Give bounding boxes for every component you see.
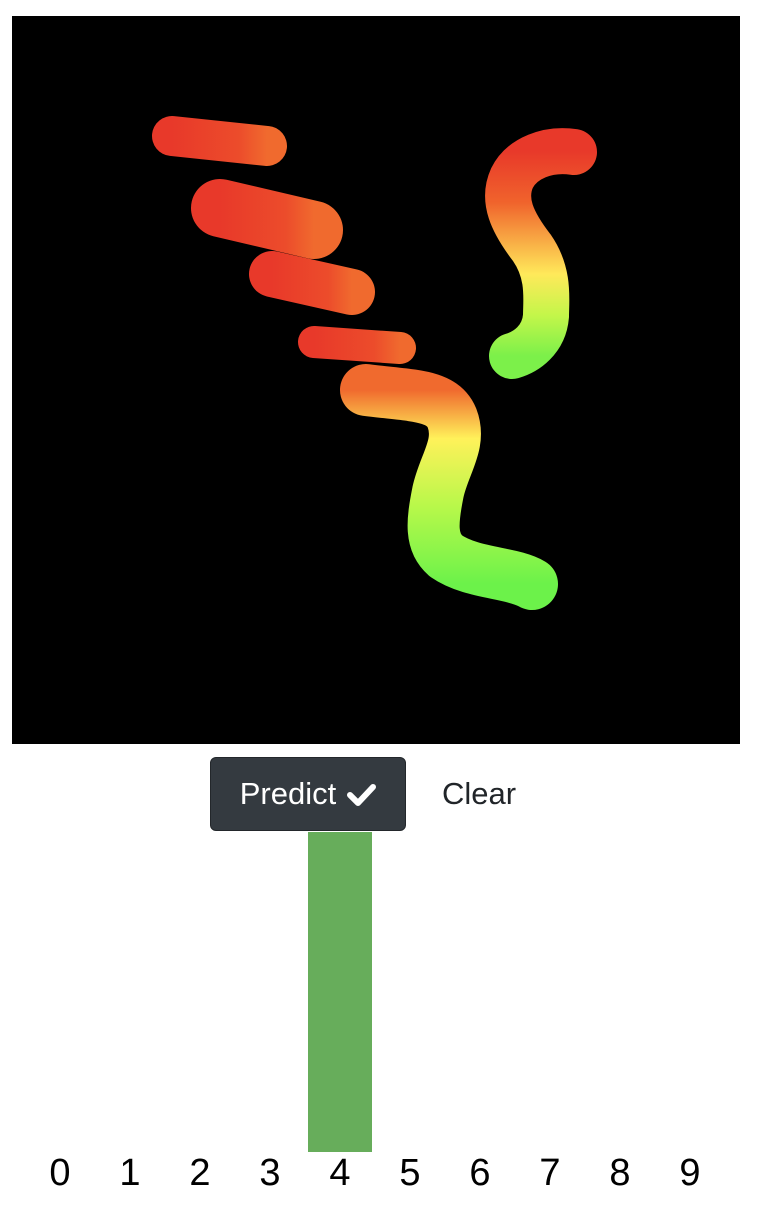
tick-label-1: 1	[119, 1152, 141, 1194]
predict-button-label: Predict	[239, 776, 337, 811]
tick-label-3: 3	[259, 1152, 281, 1194]
tick-label-9: 9	[679, 1152, 701, 1194]
tick-label-8: 8	[609, 1152, 631, 1194]
clear-button-label: Clear	[442, 776, 517, 811]
tick-label-5: 5	[399, 1152, 421, 1194]
clear-button[interactable]: Clear	[428, 757, 530, 831]
tick-label-4: 4	[329, 1152, 351, 1194]
handwritten-strokes	[152, 116, 597, 610]
drawing-canvas[interactable]	[12, 16, 740, 744]
tick-label-7: 7	[539, 1152, 561, 1194]
check-icon	[346, 779, 377, 809]
predict-button[interactable]: Predict	[210, 757, 406, 831]
tick-label-6: 6	[469, 1152, 491, 1194]
tick-label-0: 0	[49, 1152, 71, 1194]
tick-label-2: 2	[189, 1152, 211, 1194]
bar-4	[308, 832, 372, 1152]
